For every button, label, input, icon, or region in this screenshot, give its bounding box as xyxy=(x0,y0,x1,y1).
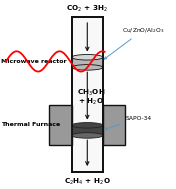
Bar xyxy=(103,105,125,145)
Ellipse shape xyxy=(72,133,103,138)
Ellipse shape xyxy=(72,123,103,128)
Text: Microwave reactor: Microwave reactor xyxy=(1,59,66,64)
Text: Cu/ZnO/Al$_2$O$_3$: Cu/ZnO/Al$_2$O$_3$ xyxy=(104,26,164,59)
Text: SAPO-34: SAPO-34 xyxy=(105,116,152,130)
Text: CO$_2$ + 3H$_2$: CO$_2$ + 3H$_2$ xyxy=(66,3,108,14)
Text: C$_2$H$_4$ + H$_2$O: C$_2$H$_4$ + H$_2$O xyxy=(64,176,111,187)
Ellipse shape xyxy=(72,54,103,60)
Bar xyxy=(72,57,103,67)
Bar xyxy=(72,17,103,172)
Text: + H$_2$O: + H$_2$O xyxy=(78,97,104,107)
Bar xyxy=(72,125,103,136)
Ellipse shape xyxy=(72,65,103,70)
Text: Thermal Furnace: Thermal Furnace xyxy=(1,122,60,127)
Text: CH$_3$OH: CH$_3$OH xyxy=(77,88,105,98)
Bar xyxy=(49,105,72,145)
